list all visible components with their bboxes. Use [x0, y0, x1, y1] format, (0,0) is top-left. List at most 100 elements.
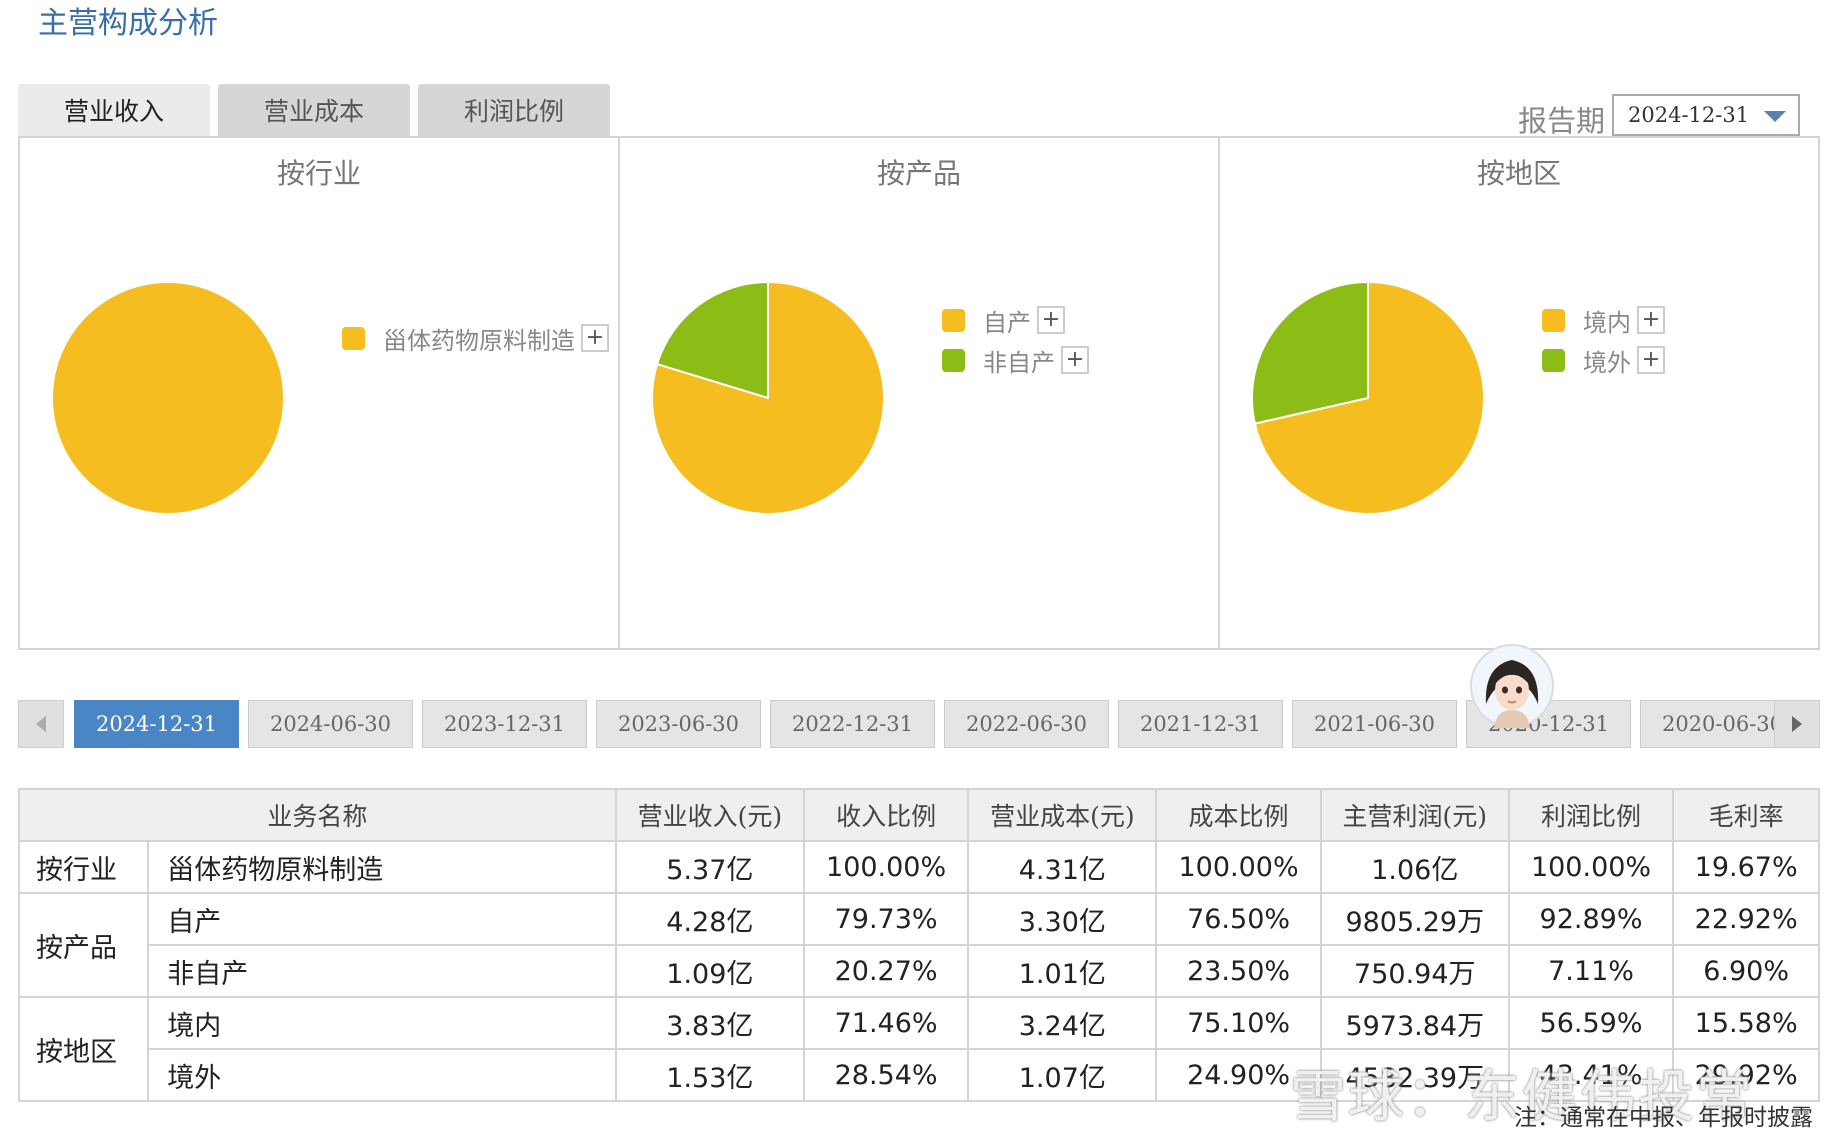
- table-cell: 100.00%: [802, 840, 970, 894]
- table-cell: 5973.84万: [1319, 996, 1510, 1050]
- pie-chart-product: [651, 281, 885, 515]
- date-button[interactable]: 2021-06-30: [1292, 700, 1457, 748]
- legend-label: 境内: [1583, 308, 1631, 337]
- table-row: 按行业 甾体药物原料制造 5.37亿 100.00% 4.31亿 100.00% 1.06亿…: [17, 840, 1820, 894]
- column-header: 业务名称: [18, 788, 617, 842]
- plus-icon[interactable]: +: [1637, 306, 1665, 334]
- legend-label: 非自产: [983, 348, 1055, 377]
- column-header: 收入比例: [802, 788, 970, 842]
- table-cell: 76.50%: [1155, 892, 1322, 946]
- table-cell: 3.83亿: [614, 996, 805, 1050]
- tab-cost[interactable]: 营业成本: [218, 84, 410, 136]
- pie-panels: 按行业 甾体药物原料制造 + 按产品 自产 + 非自产 + 按地区: [18, 136, 1820, 650]
- legend-label: 自产: [983, 308, 1031, 337]
- date-button[interactable]: 2021-12-31: [1118, 700, 1283, 748]
- pie-slice-甾体药物原料制造[interactable]: [51, 281, 285, 515]
- table-cell: 6.90%: [1672, 944, 1820, 998]
- metric-tabs: 营业收入 营业成本 利润比例: [18, 84, 610, 136]
- date-button[interactable]: 2022-06-30: [944, 700, 1109, 748]
- table-cell: 1.09亿: [614, 944, 805, 998]
- legend-swatch: [942, 308, 965, 332]
- table-cell: 9805.29万: [1319, 892, 1510, 946]
- column-header: 营业成本(元): [967, 788, 1158, 842]
- row-name: 境内: [147, 996, 617, 1050]
- table-cell: 23.50%: [1155, 944, 1322, 998]
- legend-product: 自产 + 非自产 +: [942, 300, 1089, 380]
- table-row: 按产品 自产 4.28亿 79.73% 3.30亿 76.50% 9805.29万 92.89…: [17, 892, 1820, 998]
- panel-product: 按产品 自产 + 非自产 +: [620, 138, 1220, 648]
- table-cell: 75.10%: [1155, 996, 1322, 1050]
- table-cell: 43.41%: [1507, 1048, 1675, 1102]
- column-header: 营业收入(元): [614, 788, 805, 842]
- pie-slice-自产[interactable]: [651, 281, 885, 515]
- date-button[interactable]: 2024-06-30: [248, 700, 413, 748]
- table-cell: 4582.39万: [1319, 1048, 1510, 1102]
- tab-profit-ratio[interactable]: 利润比例: [418, 84, 610, 136]
- table-cell: 22.92%: [1672, 892, 1820, 946]
- panel-title-product: 按产品: [876, 157, 961, 190]
- date-button[interactable]: 2023-06-30: [596, 700, 761, 748]
- row-name: 非自产: [147, 944, 617, 998]
- table-cell: 1.06亿: [1319, 840, 1510, 894]
- business-table: 业务名称 营业收入(元) 收入比例 营业成本(元) 成本比例 主营利润(元) 利…: [17, 788, 1820, 1102]
- column-header: 成本比例: [1155, 788, 1322, 842]
- assistant-avatar[interactable]: [1470, 644, 1554, 728]
- watermark: 雪球：东健伟投常: [1290, 1065, 1754, 1130]
- next-arrow-button[interactable]: [1774, 700, 1820, 748]
- legend-item: 自产 +: [942, 300, 1089, 340]
- plus-icon[interactable]: +: [581, 324, 609, 352]
- chevron-left-icon: [36, 716, 46, 732]
- row-name: 甾体药物原料制造: [147, 840, 617, 894]
- legend-label: 境外: [1583, 348, 1631, 377]
- legend-item: 境内 +: [1542, 300, 1665, 340]
- panel-title-region: 按地区: [1476, 157, 1561, 190]
- table-cell: 20.27%: [802, 944, 970, 998]
- pie-chart-industry: [51, 281, 285, 515]
- legend-swatch: [942, 348, 965, 372]
- table-row: 非自产 1.09亿 20.27% 1.01亿 23.50% 750.94万 7.11% 6.9…: [19, 944, 1820, 998]
- column-header: 主营利润(元): [1319, 788, 1510, 842]
- row-category: 按地区: [17, 996, 150, 1102]
- date-button[interactable]: 2023-12-31: [422, 700, 587, 748]
- row-name: 境外: [147, 1048, 617, 1102]
- legend-swatch: [1542, 348, 1565, 372]
- table-cell: 19.67%: [1672, 840, 1820, 894]
- table-header-row: 业务名称 营业收入(元) 收入比例 营业成本(元) 成本比例 主营利润(元) 利…: [18, 788, 1820, 842]
- table-row: 境外 1.53亿 28.54% 1.07亿 24.90% 4582.39万 43.41% 29…: [19, 1048, 1820, 1102]
- table-cell: 1.53亿: [614, 1048, 805, 1102]
- table-cell: 28.54%: [802, 1048, 970, 1102]
- period-select[interactable]: 2024-12-31: [1612, 94, 1800, 136]
- legend-item: 境外 +: [1542, 340, 1665, 380]
- panel-title-industry: 按行业: [276, 157, 361, 190]
- table-cell: 750.94万: [1319, 944, 1510, 998]
- table-cell: 4.31亿: [967, 840, 1158, 894]
- row-name: 自产: [147, 892, 617, 946]
- legend-swatch: [342, 326, 365, 350]
- table-cell: 79.73%: [802, 892, 970, 946]
- table-cell: 1.01亿: [967, 944, 1158, 998]
- date-button[interactable]: 2024-12-31: [74, 700, 239, 748]
- date-button[interactable]: 2022-12-31: [770, 700, 935, 748]
- prev-arrow-button[interactable]: [18, 700, 64, 748]
- pie-slice-非自产[interactable]: [656, 281, 769, 399]
- chevron-down-icon[interactable]: [1764, 111, 1786, 122]
- plus-icon[interactable]: +: [1037, 306, 1065, 334]
- pie-slice-境外[interactable]: [1251, 281, 1369, 425]
- row-category: 按产品: [17, 892, 150, 998]
- legend-swatch: [1542, 308, 1565, 332]
- legend-item: 非自产 +: [942, 340, 1089, 380]
- pie-slice-境内[interactable]: [1253, 281, 1485, 515]
- date-button[interactable]: 2020-06-30: [1640, 700, 1782, 748]
- plus-icon[interactable]: +: [1637, 346, 1665, 374]
- page-title: 主营构成分析: [38, 6, 218, 41]
- legend-item: 甾体药物原料制造 +: [342, 318, 609, 358]
- column-header: 利润比例: [1507, 788, 1675, 842]
- legend-industry: 甾体药物原料制造 +: [342, 318, 609, 358]
- table-cell: 4.28亿: [614, 892, 805, 946]
- table-cell: 100.00%: [1155, 840, 1322, 894]
- tab-revenue[interactable]: 营业收入: [18, 84, 210, 136]
- table-cell: 100.00%: [1507, 840, 1675, 894]
- table-cell: 1.07亿: [967, 1048, 1158, 1102]
- plus-icon[interactable]: +: [1061, 346, 1089, 374]
- legend-label: 甾体药物原料制造: [383, 326, 575, 355]
